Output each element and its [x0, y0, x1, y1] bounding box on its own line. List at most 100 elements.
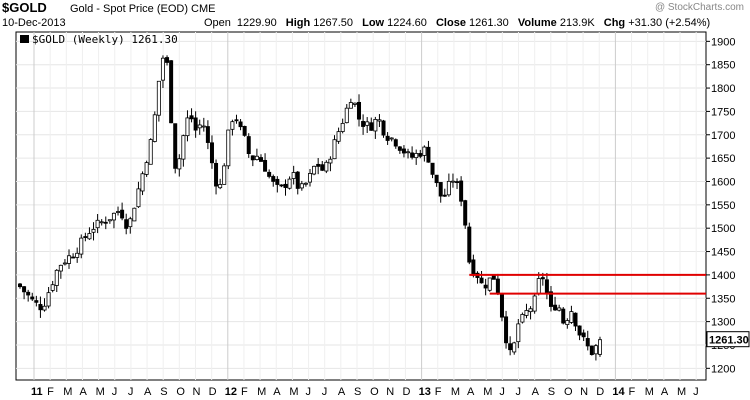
candle-body — [352, 102, 357, 105]
candle-body — [348, 102, 353, 109]
candle-body — [573, 312, 578, 327]
candle-body — [67, 255, 72, 264]
x-tick-label: J — [128, 386, 133, 398]
watermark[interactable]: @ StockCharts.com — [654, 2, 744, 13]
candle-body — [185, 117, 190, 137]
candle-body — [418, 153, 423, 157]
candle-body — [91, 228, 96, 233]
y-tick-label: 1700 — [711, 130, 735, 142]
candle-body — [548, 291, 553, 307]
candle-body — [181, 135, 186, 160]
x-tick-label: M — [289, 386, 298, 398]
x-tick-label: J — [322, 386, 328, 398]
candle-body — [504, 316, 509, 344]
y-tick-label: 1650 — [711, 153, 735, 165]
last-value-box — [706, 331, 750, 348]
candle-body — [491, 275, 496, 280]
candle-body — [512, 342, 517, 353]
candle-body — [230, 121, 235, 130]
candle-body — [222, 165, 227, 185]
candle-body — [307, 173, 312, 183]
x-tick-label: D — [596, 386, 604, 398]
volume-value: 213.9K — [559, 17, 595, 29]
candle-body — [369, 122, 374, 131]
candle-body — [62, 262, 67, 265]
candle-body — [295, 171, 300, 189]
candle-body — [193, 117, 198, 131]
candle-body — [148, 139, 153, 165]
candle-body — [197, 124, 202, 129]
open-label: Open — [204, 17, 231, 29]
candle-body — [79, 237, 84, 255]
x-tick-label: N — [580, 386, 588, 398]
date-label: 10-Dec-2013 — [2, 17, 66, 29]
candle-body — [132, 207, 137, 222]
candle-body — [38, 304, 43, 311]
candle-body — [99, 221, 104, 224]
volume-label: Volume — [517, 17, 557, 29]
y-tick-label: 1900 — [711, 36, 735, 48]
candle-body — [540, 277, 545, 280]
candle-body — [581, 332, 586, 338]
candle-body — [344, 107, 349, 124]
candle-body — [136, 188, 141, 208]
candle-body — [385, 135, 390, 141]
x-tick-label: A — [273, 386, 281, 398]
candle-body — [275, 178, 280, 185]
candle-body — [22, 286, 27, 293]
x-tick-label: O — [176, 386, 185, 398]
chg-label: Chg — [603, 17, 626, 29]
candle-body — [569, 311, 574, 323]
x-tick-label: 11 — [31, 386, 43, 398]
x-tick-label: N — [193, 386, 201, 398]
low-value: 1224.60 — [387, 17, 427, 29]
x-tick-label: A — [532, 386, 540, 398]
y-tick-label: 1500 — [711, 223, 735, 235]
candle-body — [361, 121, 366, 127]
candle-body — [71, 256, 76, 259]
candle-body — [401, 148, 406, 154]
x-tick-label: N — [386, 386, 394, 398]
candle-body — [528, 308, 533, 313]
candle-body — [332, 139, 337, 160]
candle-body — [467, 226, 472, 263]
x-tick-label: 13 — [419, 386, 431, 398]
candle-body — [83, 236, 88, 238]
candle-body — [508, 343, 513, 351]
candle-body — [524, 310, 529, 316]
candle-body — [340, 122, 345, 132]
candle-body — [324, 161, 329, 172]
y-tick-label: 1800 — [711, 83, 735, 95]
candle-body — [205, 126, 210, 143]
chg-value: +31.30 (+2.54%) — [628, 17, 711, 29]
candle-body — [565, 320, 570, 326]
x-tick-label: J — [112, 386, 118, 398]
x-tick-label: S — [548, 386, 555, 398]
candle-body — [258, 157, 263, 162]
candle-body — [271, 176, 276, 182]
candle-body — [406, 151, 411, 154]
candle-body — [593, 345, 598, 355]
candle-body — [495, 278, 500, 295]
candle-body — [393, 139, 398, 147]
candle-body — [598, 339, 603, 355]
candle-body — [450, 180, 455, 183]
x-tick-label: O — [370, 386, 379, 398]
y-tick-label: 1600 — [711, 176, 735, 188]
candle-body — [381, 120, 386, 136]
candle-body — [291, 172, 296, 179]
x-tick-label: F — [629, 386, 636, 398]
x-tick-label: 14 — [612, 386, 625, 398]
high-value: 1267.50 — [313, 17, 354, 29]
candle-body — [520, 314, 525, 323]
candle-body — [544, 279, 549, 294]
candle-body — [165, 57, 170, 63]
candle-body — [234, 119, 239, 122]
candle-body — [120, 209, 125, 219]
low-label: Low — [362, 17, 385, 29]
candle-body — [160, 57, 165, 81]
candle-body — [459, 180, 464, 202]
candle-body — [471, 259, 476, 276]
candle-body — [250, 155, 255, 161]
